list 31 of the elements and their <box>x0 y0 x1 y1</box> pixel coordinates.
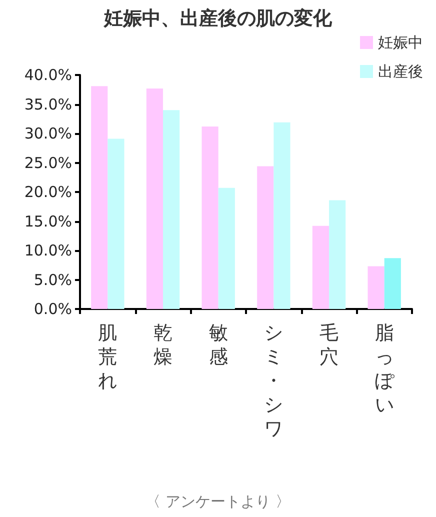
bar <box>108 138 124 309</box>
y-tick-label: 30.0% <box>24 124 72 142</box>
y-tick-label: 35.0% <box>24 95 72 114</box>
y-tick-label: 20.0% <box>24 183 72 201</box>
chart-title: 妊娠中、出産後の肌の変化 <box>103 8 333 30</box>
bar <box>368 266 384 309</box>
x-tick-label: シミ・シワ <box>264 322 284 440</box>
bar <box>163 110 180 309</box>
x-tick-label: 乾燥 <box>154 322 172 368</box>
bar <box>312 226 329 309</box>
bar <box>329 200 346 309</box>
legend-label: 妊娠中 <box>378 34 423 52</box>
y-tick-label: 5.0% <box>34 270 72 289</box>
bar <box>384 258 401 309</box>
bar <box>257 166 274 309</box>
legend-label: 出産後 <box>378 62 423 80</box>
y-tick-label: 15.0% <box>24 212 72 230</box>
text: 〈 アンケートより 〉 <box>146 492 290 510</box>
bar <box>218 188 235 309</box>
bar <box>274 122 290 309</box>
bar <box>202 126 218 309</box>
x-tick-label: 敏感 <box>208 322 228 368</box>
y-tick-label: 10.0% <box>24 242 72 260</box>
x-tick-label: 肌荒れ <box>98 322 118 392</box>
bar <box>91 86 108 309</box>
y-tick-label: 0.0% <box>34 300 72 318</box>
y-tick-label: 40.0% <box>24 66 72 84</box>
bar <box>146 88 163 309</box>
y-tick-label: 25.0% <box>24 154 72 172</box>
x-tick-label: 脂っぽい <box>374 322 395 416</box>
x-tick-label: 毛穴 <box>320 322 338 368</box>
